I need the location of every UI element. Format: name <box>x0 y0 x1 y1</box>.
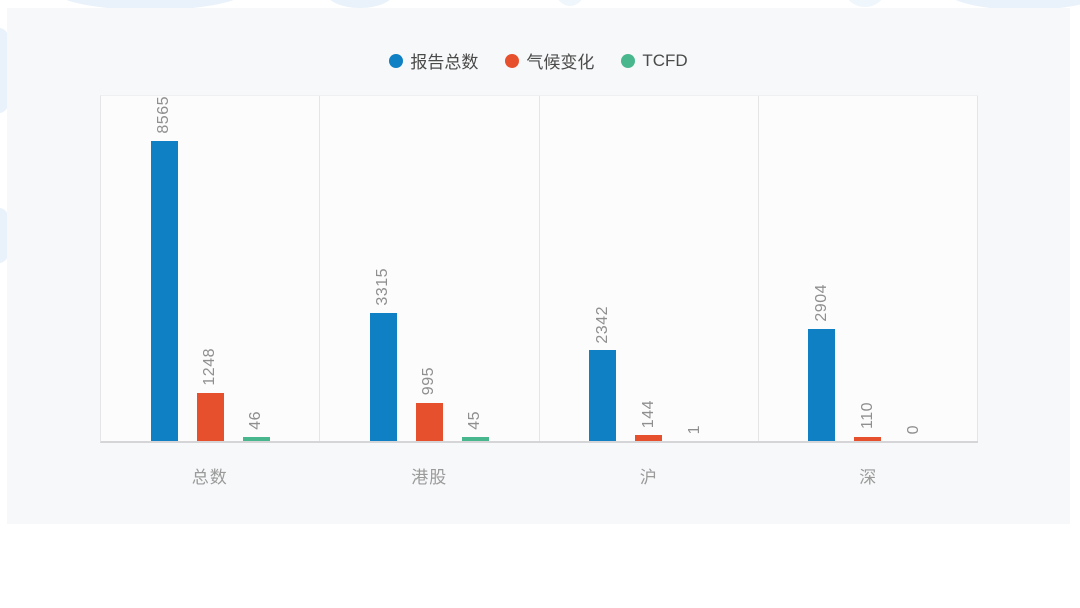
bar <box>196 392 224 441</box>
background-blob <box>555 0 585 6</box>
bar-value-label: 2342 <box>593 305 611 344</box>
bar-cell: 995 <box>415 96 443 441</box>
background-blob <box>0 28 8 113</box>
legend-dot-icon <box>621 53 636 68</box>
bar-cell: 3315 <box>369 96 397 441</box>
bar <box>635 435 663 441</box>
x-axis-label: 沪 <box>639 468 658 487</box>
bar-value-label: 995 <box>420 367 438 396</box>
legend-label: TCFD <box>642 50 688 70</box>
x-axis-label: 港股 <box>411 468 448 487</box>
bar <box>415 402 443 441</box>
bar-cell: 144 <box>635 96 663 441</box>
bar <box>369 312 397 441</box>
background-blob <box>55 0 245 10</box>
bar-value-label: 46 <box>247 410 265 430</box>
bar-cell: 2342 <box>589 96 617 441</box>
bar-cell: 2904 <box>808 96 836 441</box>
legend-label: 报告总数 <box>410 53 479 72</box>
background-blob <box>0 208 8 263</box>
legend-label: 气候变化 <box>526 53 595 72</box>
chart-legend: 报告总数 气候变化 TCFD <box>7 48 1070 73</box>
bar-cell: 8565 <box>150 96 178 441</box>
bar-value-label: 110 <box>858 402 876 430</box>
x-axis: 总数 港股 沪 深 <box>100 445 978 488</box>
background-blob <box>325 0 395 8</box>
background-blob <box>945 0 1080 10</box>
bar-cell: 45 <box>461 96 489 441</box>
bar <box>808 328 836 441</box>
bar-value-label: 45 <box>466 410 484 430</box>
x-axis-label: 深 <box>859 468 878 487</box>
bar-cell: 1 <box>681 96 709 441</box>
bar-group: 8565 1248 46 <box>101 96 321 441</box>
bar-value-label: 1248 <box>201 348 219 386</box>
legend-item: TCFD <box>621 50 688 71</box>
bar-cell: 0 <box>900 96 927 441</box>
plot-area: 8565 1248 46 3315 995 45 2342 144 1 2904 110 0 <box>100 95 978 443</box>
bar-value-label: 8565 <box>155 96 173 134</box>
bar-cell: 110 <box>854 96 882 441</box>
bar-cell: 46 <box>242 96 270 441</box>
bar-group: 3315 995 45 <box>320 96 540 441</box>
bar-value-label: 1 <box>685 424 703 434</box>
background-blob <box>845 0 885 7</box>
chart-card: 报告总数 气候变化 TCFD 8565 1248 46 3315 995 45 2342 144 1… <box>7 8 1070 524</box>
bar <box>242 436 270 441</box>
x-axis-label: 总数 <box>191 468 228 487</box>
legend-dot-icon <box>389 53 404 68</box>
bar-cell: 1248 <box>196 96 224 441</box>
bar-value-label: 2904 <box>812 284 830 322</box>
bar <box>150 140 178 441</box>
bar-value-label: 3315 <box>374 268 392 306</box>
bar-value-label: 0 <box>904 424 922 434</box>
bar <box>589 350 617 441</box>
bar <box>854 436 882 441</box>
legend-item: 气候变化 <box>505 48 594 73</box>
bar-value-label: 144 <box>639 400 657 429</box>
bar <box>461 436 489 441</box>
legend-item: 报告总数 <box>389 48 478 73</box>
legend-dot-icon <box>505 53 520 68</box>
bar-group: 2342 144 1 <box>540 96 759 441</box>
bar-group: 2904 110 0 <box>759 96 978 441</box>
